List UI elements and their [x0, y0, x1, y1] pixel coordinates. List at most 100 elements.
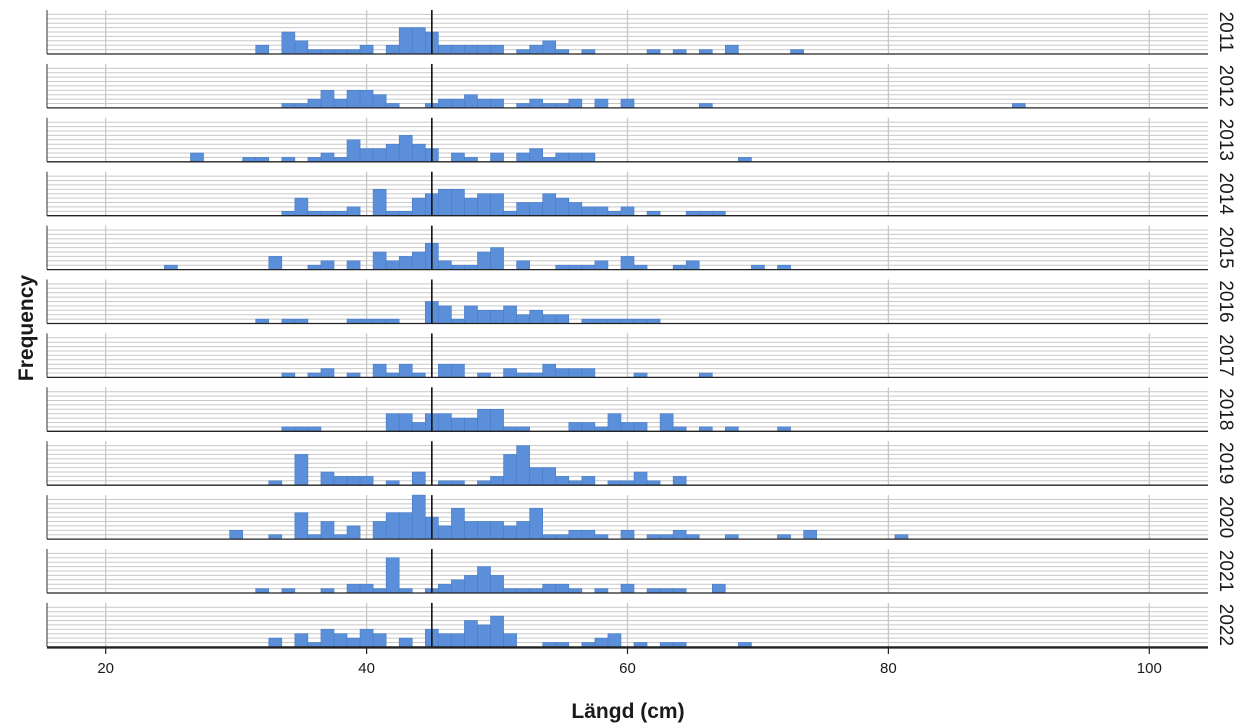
histogram-bar — [320, 588, 335, 594]
histogram-bar — [490, 44, 504, 55]
histogram-bar — [725, 534, 739, 540]
histogram-bar — [516, 372, 530, 378]
histogram-bar — [451, 507, 465, 540]
histogram-bar — [255, 44, 270, 55]
histogram-bar — [372, 521, 387, 540]
histogram-bar — [307, 49, 322, 55]
histogram-bar — [633, 264, 648, 270]
histogram-bar — [385, 318, 400, 324]
histogram-bar — [698, 372, 713, 378]
histogram-bar — [346, 372, 361, 378]
histogram-bar — [398, 211, 413, 217]
histogram-bar — [581, 422, 596, 432]
histogram-bar — [607, 318, 622, 324]
histogram-bar — [568, 422, 583, 432]
x-axis: 20 40 60 80 100 — [47, 647, 1208, 677]
histogram-bar — [320, 90, 335, 109]
histogram-bar — [477, 521, 491, 540]
histogram-bar — [398, 637, 413, 648]
histogram-bar — [568, 529, 583, 540]
histogram-bar — [451, 44, 465, 55]
histogram-bar — [503, 633, 517, 648]
histogram-bar — [529, 44, 544, 55]
histogram-bar — [607, 480, 622, 486]
histogram-bar — [568, 368, 583, 378]
histogram-bar — [490, 615, 504, 648]
histogram-bar — [385, 372, 400, 378]
histogram-bar — [594, 98, 609, 109]
histogram-bar — [646, 588, 661, 594]
histogram-bar — [503, 368, 517, 378]
histogram-bar — [438, 583, 452, 594]
histogram-bar — [477, 98, 491, 109]
histogram-bar — [307, 372, 322, 378]
histogram-bar — [581, 642, 596, 648]
histogram-bar — [646, 318, 661, 324]
histogram-bar — [490, 193, 504, 216]
histogram-bar — [398, 27, 413, 55]
histogram-bar — [555, 49, 570, 55]
histogram-bar — [346, 637, 361, 648]
histogram-bar — [464, 575, 478, 594]
histogram-bar — [646, 49, 661, 55]
histogram-bar — [529, 309, 544, 324]
histogram-bar — [607, 633, 622, 648]
histogram-bar — [555, 476, 570, 486]
histogram-bar — [620, 206, 635, 216]
x-tick-label: 80 — [880, 660, 897, 677]
histogram-bar — [672, 426, 687, 432]
histogram-bar — [803, 529, 817, 540]
histogram-bar — [385, 260, 400, 270]
histogram-bar — [672, 49, 687, 55]
histogram-bar — [359, 318, 374, 324]
histogram-bar — [542, 467, 557, 486]
histogram-bar — [294, 454, 309, 486]
histogram-bar — [516, 426, 530, 432]
histogram-bar — [894, 534, 909, 540]
histogram-bar — [633, 318, 648, 324]
histogram-bar — [438, 189, 452, 217]
histogram-bar — [372, 251, 387, 270]
histogram-bar — [516, 260, 530, 270]
histogram-bar — [255, 157, 270, 163]
histogram-bar — [294, 318, 309, 324]
histogram-bar — [607, 413, 622, 432]
histogram-bar — [490, 309, 504, 324]
histogram-bar — [294, 197, 309, 217]
histogram-bar — [372, 588, 387, 594]
histogram-bar — [477, 624, 491, 648]
histogram-bar — [672, 264, 687, 270]
histogram-bar — [555, 534, 570, 540]
histogram-bar — [464, 157, 478, 163]
histogram-bar — [581, 206, 596, 216]
x-tick-label: 40 — [358, 660, 375, 677]
histogram-bar — [594, 534, 609, 540]
histogram-bar — [568, 588, 583, 594]
histogram-bar — [333, 49, 348, 55]
histogram-bar — [711, 583, 726, 594]
histogram-bar — [725, 426, 739, 432]
facet-panel-2013: 2013 — [46, 117, 1236, 163]
histogram-bar — [398, 256, 413, 270]
histogram-bar — [359, 476, 374, 486]
histogram-bar — [620, 256, 635, 270]
histogram-bar — [281, 157, 296, 163]
histogram-bar — [242, 157, 257, 163]
histogram-bar — [490, 521, 504, 540]
histogram-bar — [542, 157, 557, 163]
histogram-bar — [359, 148, 374, 163]
facet-label: 2014 — [1215, 173, 1236, 216]
histogram-bar — [411, 197, 426, 217]
histogram-bar — [581, 368, 596, 378]
histogram-bar — [411, 494, 426, 540]
histogram-bar — [385, 512, 400, 540]
x-tick-label: 100 — [1137, 660, 1162, 677]
histogram-bar — [477, 251, 491, 270]
histogram-bar — [672, 529, 687, 540]
histogram-bar — [438, 363, 452, 378]
histogram-bar — [281, 211, 296, 217]
histogram-bar — [659, 534, 674, 540]
facet-label: 2021 — [1215, 550, 1236, 592]
histogram-bar — [438, 633, 452, 648]
histogram-bar — [333, 534, 348, 540]
